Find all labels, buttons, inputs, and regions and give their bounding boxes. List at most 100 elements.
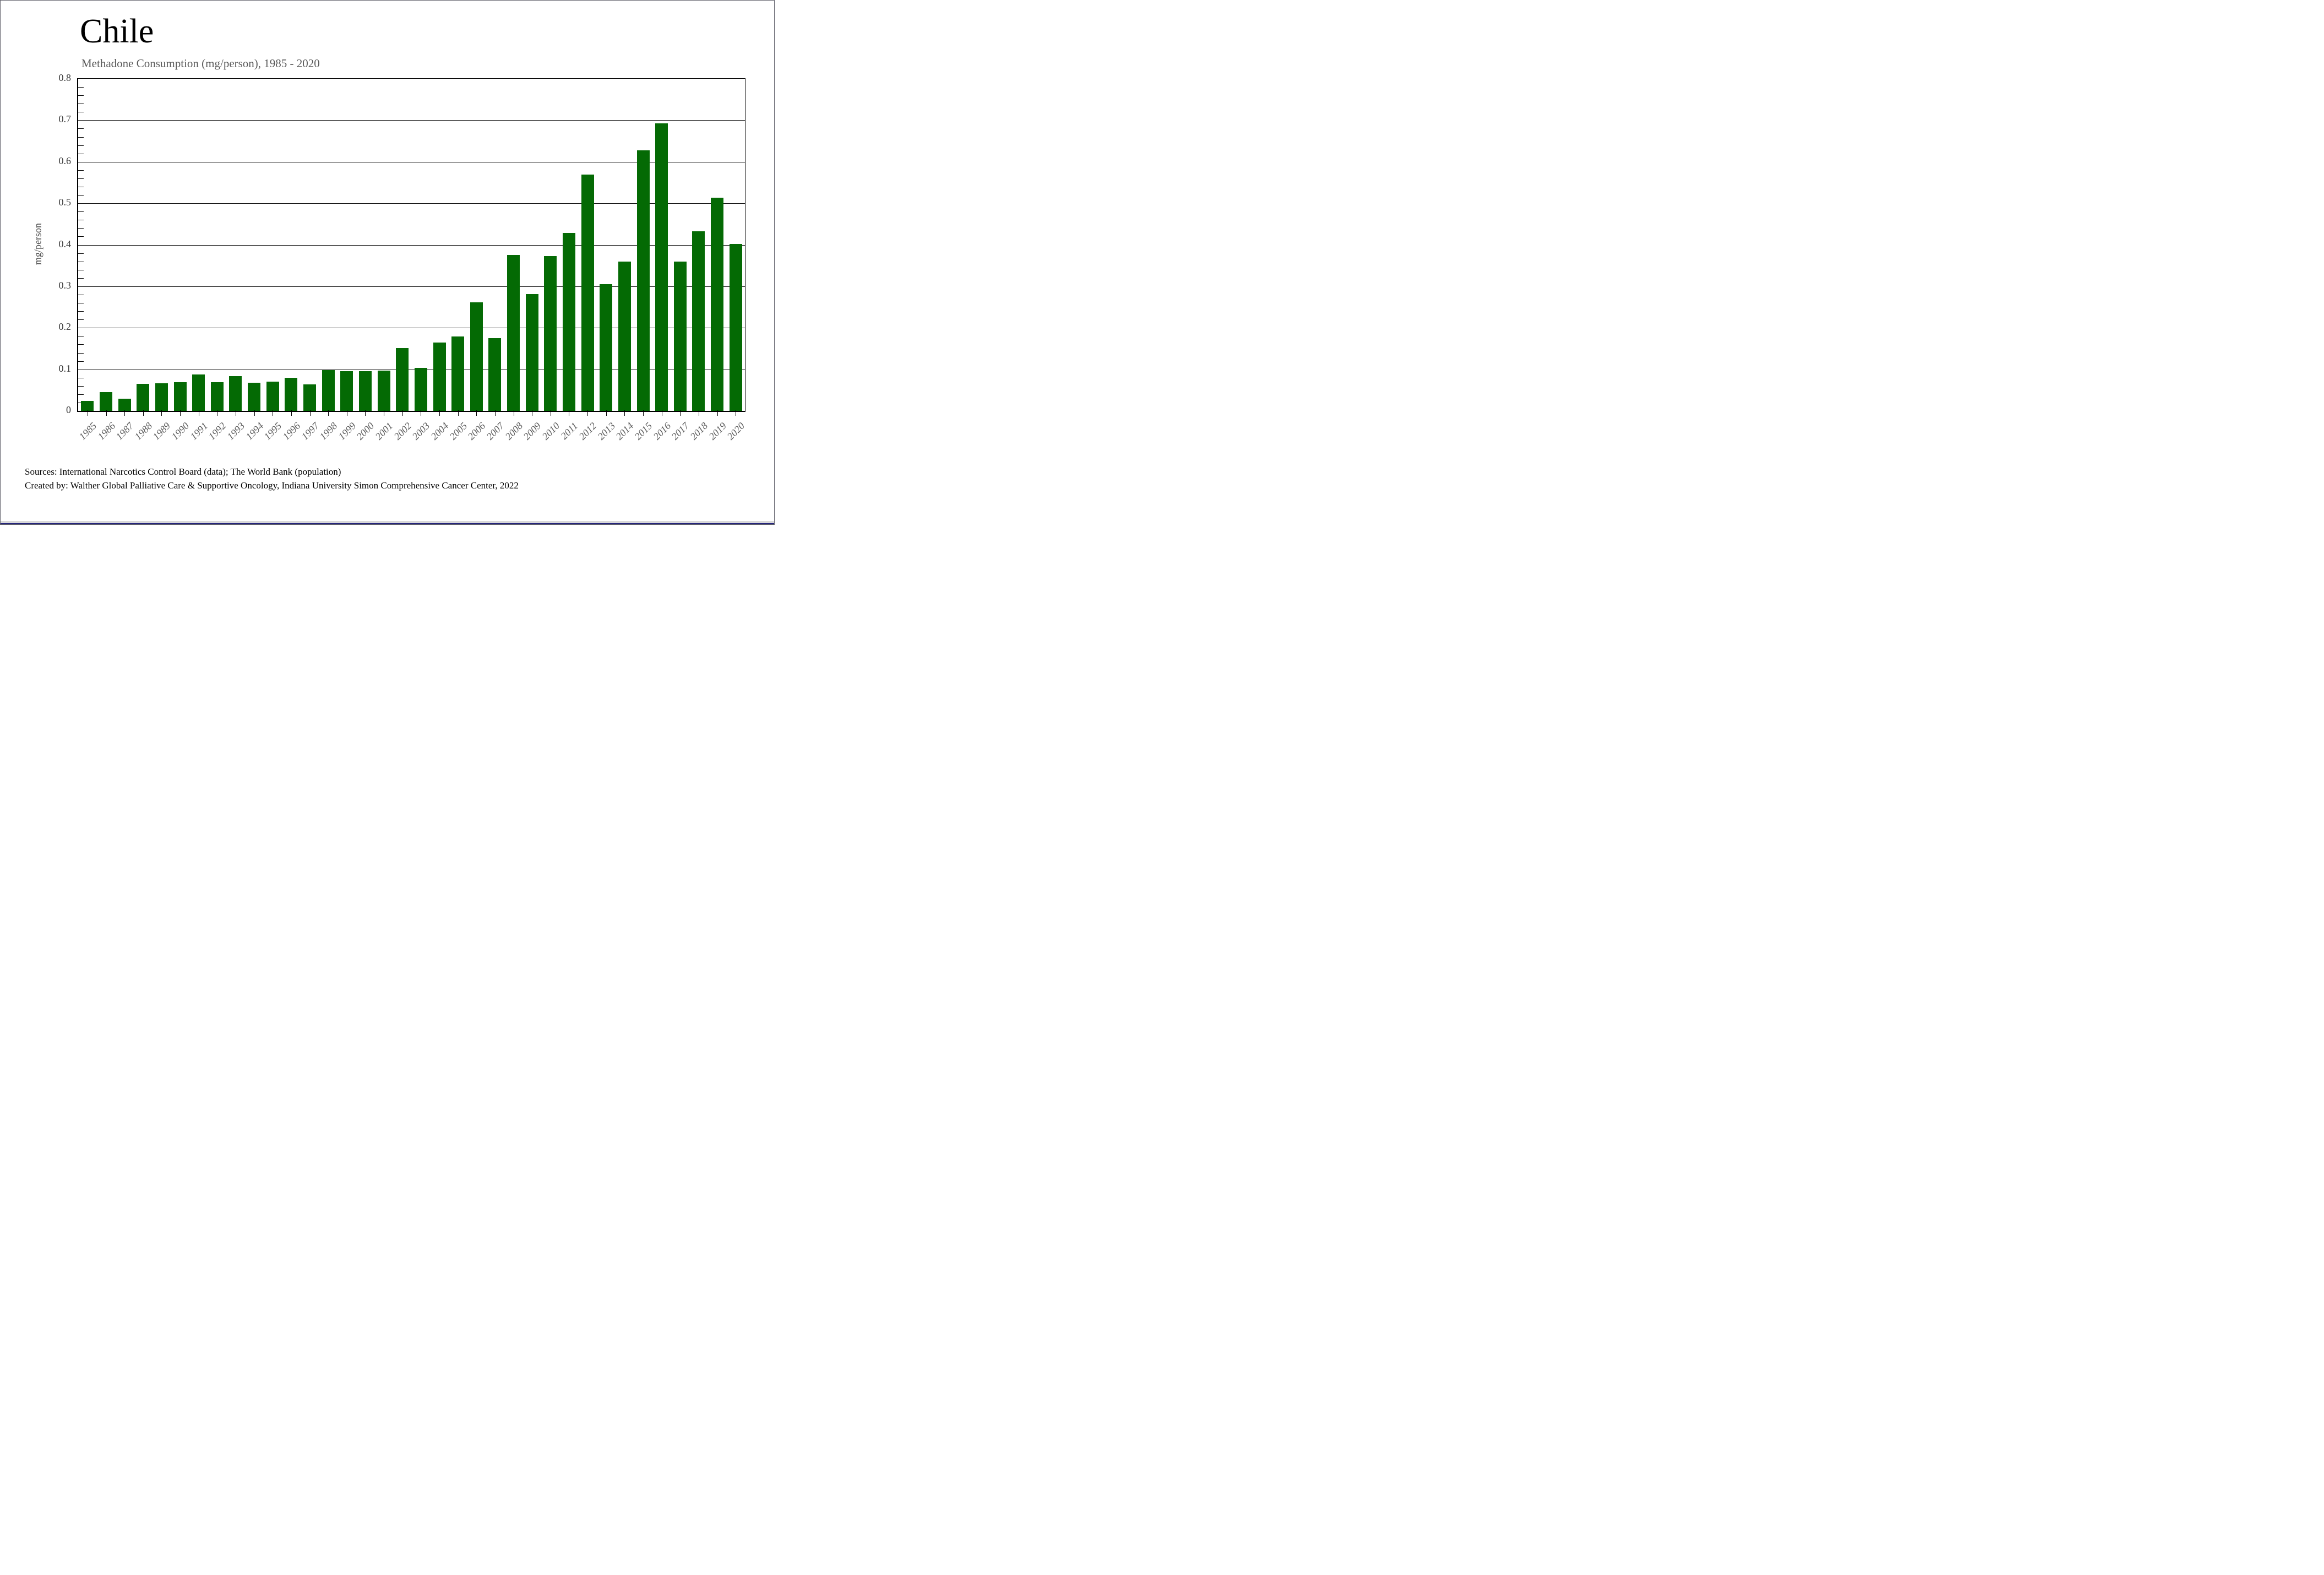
x-tick-label: 2003	[410, 420, 432, 442]
x-tick-label: 1999	[336, 420, 358, 442]
y-tick-label: 0.3	[58, 279, 72, 291]
bar-1999	[340, 371, 353, 411]
x-tick-label: 2002	[391, 420, 413, 442]
bar-2008	[507, 255, 520, 411]
x-tick	[254, 410, 255, 416]
bar-2019	[711, 197, 723, 411]
bar-1998	[322, 370, 335, 411]
bar-2011	[562, 232, 575, 411]
x-tick-label: 1987	[113, 420, 136, 442]
y-tick-label: 0.4	[58, 238, 72, 249]
x-tick-label: 2005	[447, 420, 469, 442]
x-tick	[365, 410, 366, 416]
bar-1988	[137, 384, 150, 411]
x-tick-label: 1988	[132, 420, 154, 442]
x-tick-label: 2006	[465, 420, 488, 442]
plot-area	[77, 78, 745, 412]
y-minor-tick	[78, 344, 84, 345]
bar-2007	[488, 338, 502, 411]
x-tick	[106, 410, 107, 416]
bar-2012	[581, 175, 594, 411]
bar-1996	[285, 377, 298, 411]
bar-1995	[266, 381, 279, 411]
bar-2010	[544, 256, 557, 411]
x-tick	[476, 410, 477, 416]
y-minor-tick	[78, 145, 84, 146]
x-tick	[143, 410, 144, 416]
x-tick	[494, 410, 496, 416]
x-tick-label: 1985	[77, 420, 99, 442]
bar-1989	[155, 383, 168, 411]
page-subtitle: Methadone Consumption (mg/person), 1985 …	[81, 57, 320, 70]
y-tick-label: 0.5	[58, 197, 72, 208]
gridline	[78, 245, 745, 246]
x-tick	[180, 410, 181, 416]
x-tick-label: 2008	[503, 420, 525, 442]
x-tick-label: 2018	[688, 420, 710, 442]
x-tick-label: 2020	[725, 420, 747, 442]
y-minor-tick	[78, 394, 84, 395]
y-tick-label: 0	[66, 404, 71, 415]
window-edge-strip	[1, 521, 774, 523]
bar-1985	[81, 400, 94, 411]
y-minor-tick	[78, 352, 84, 354]
x-tick-label: 1995	[262, 420, 284, 442]
y-tick-label: 0.6	[58, 155, 72, 166]
x-tick-label: 2016	[651, 420, 673, 442]
bar-1991	[192, 374, 205, 411]
x-tick-label: 1990	[169, 420, 192, 442]
bar-2020	[729, 244, 742, 411]
bar-2001	[377, 370, 390, 411]
y-minor-tick	[78, 236, 84, 237]
x-tick-label: 2013	[595, 420, 617, 442]
x-tick-label: 1986	[95, 420, 117, 442]
x-tick	[606, 410, 607, 416]
bar-1990	[173, 382, 187, 411]
gridline	[78, 286, 745, 287]
bar-1993	[229, 376, 242, 411]
bar-1992	[210, 382, 224, 411]
bar-2003	[414, 367, 427, 411]
x-tick	[587, 410, 589, 416]
y-minor-tick	[78, 128, 84, 129]
y-minor-tick	[78, 87, 84, 88]
bar-2000	[358, 371, 372, 411]
bar-2015	[636, 150, 650, 411]
x-tick-label: 2014	[613, 420, 636, 442]
y-minor-tick	[78, 361, 84, 362]
y-minor-tick	[78, 228, 84, 229]
x-tick-label: 2012	[576, 420, 599, 442]
bar-2009	[525, 294, 538, 411]
bar-2002	[396, 348, 409, 411]
x-tick-label: 2000	[354, 420, 377, 442]
chart-figure: Chile Methadone Consumption (mg/person),…	[0, 0, 775, 525]
x-tick-label: 2001	[373, 420, 395, 442]
x-tick-label: 1997	[299, 420, 321, 442]
y-minor-tick	[78, 319, 84, 321]
x-tick-label: 2015	[632, 420, 655, 442]
x-tick	[291, 410, 292, 416]
x-tick-label: 2010	[540, 420, 562, 442]
x-tick-label: 2009	[521, 420, 543, 442]
x-tick	[717, 410, 718, 416]
x-tick-label: 2011	[558, 420, 580, 442]
bar-2018	[692, 231, 705, 411]
x-tick-label: 1992	[206, 420, 228, 442]
x-tick-label: 2004	[428, 420, 451, 442]
x-tick-label: 1994	[243, 420, 265, 442]
x-tick	[680, 410, 681, 416]
x-tick-label: 2007	[484, 420, 507, 442]
bar-2014	[618, 261, 631, 411]
x-tick	[309, 410, 311, 416]
x-tick-label: 1989	[150, 420, 173, 442]
x-tick-label: 1998	[317, 420, 340, 442]
page-title: Chile	[80, 13, 154, 50]
x-tick	[439, 410, 440, 416]
bar-2005	[451, 336, 465, 411]
window-edge-line	[1, 523, 774, 524]
y-minor-tick	[78, 170, 84, 171]
y-minor-tick	[78, 253, 84, 254]
x-tick-label: 1996	[280, 420, 302, 442]
y-tick-label: 0.1	[58, 362, 72, 374]
y-minor-tick	[78, 178, 84, 179]
